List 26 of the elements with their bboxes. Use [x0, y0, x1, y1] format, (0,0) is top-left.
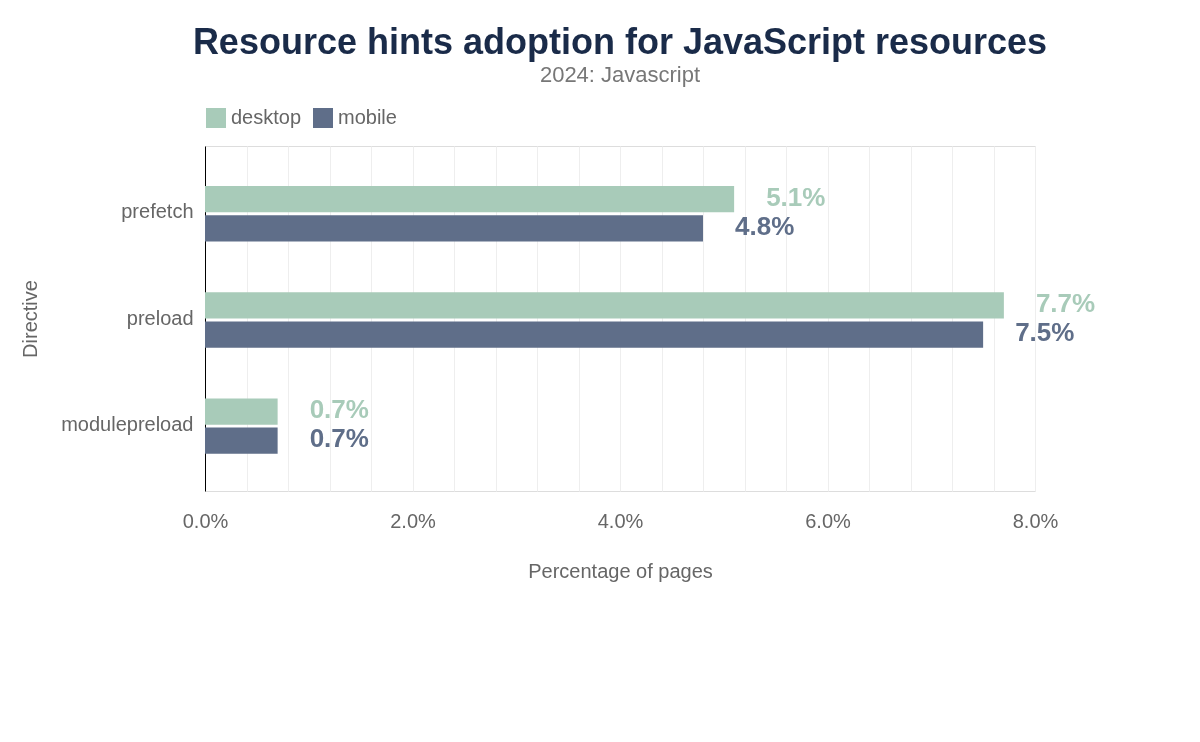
chart-title: Resource hints adoption for JavaScript resources [192, 21, 1048, 62]
y-axis-title: Directive [19, 280, 42, 358]
bar [205, 321, 984, 348]
x-tick-label: 4.0% [597, 509, 644, 532]
legend-label: mobile [338, 106, 397, 128]
data-label: 7.5% [1015, 317, 1075, 348]
bar [205, 398, 278, 425]
y-tick-label: prefetch [121, 200, 194, 223]
data-label: 7.7% [1035, 287, 1096, 318]
bar [205, 215, 703, 242]
y-tick-label: modulepreload [61, 412, 194, 435]
data-label: 0.7% [309, 423, 369, 454]
x-axis-title: Percentage of pages [528, 559, 713, 582]
y-tick-label: preload [126, 306, 194, 329]
legend-label: desktop [231, 106, 302, 128]
x-tick-label: 8.0% [1012, 509, 1059, 532]
data-label: 0.7% [309, 394, 369, 425]
bar [205, 427, 278, 454]
bar [205, 186, 735, 213]
x-tick-label: 0.0% [182, 509, 229, 532]
data-label: 5.1% [766, 181, 826, 212]
data-label: 4.8% [735, 210, 795, 241]
x-tick-label: 6.0% [805, 509, 852, 532]
x-tick-label: 2.0% [390, 509, 437, 532]
bar [205, 292, 1004, 319]
chart-subtitle: 2024: Javascript [539, 62, 701, 87]
